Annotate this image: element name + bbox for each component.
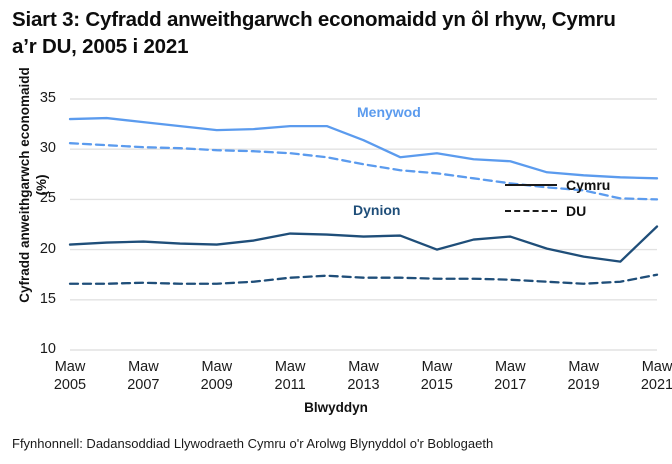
legend-line-swatch-icon: [505, 205, 557, 217]
line-chart-svg: [68, 98, 659, 351]
x-tick-2015: Maw 2015: [402, 358, 472, 394]
x-tick-month: Maw: [54, 359, 86, 375]
chart-plot-area: Cyfradd anweithgarwch economaidd (%) 10 1…: [0, 67, 672, 372]
legend-label: Cymru: [566, 177, 611, 193]
x-tick-2011: Maw 2011: [255, 358, 325, 394]
x-tick-year: 2021: [640, 377, 672, 393]
y-tick-20: 20: [39, 240, 56, 257]
x-tick-year: 2013: [347, 377, 380, 393]
x-tick-2017: Maw 2017: [475, 358, 545, 394]
x-tick-month: Maw: [494, 359, 526, 375]
x-tick-2013: Maw 2013: [329, 358, 399, 394]
y-tick-10: 10: [39, 341, 56, 357]
legend-item-du[interactable]: DU: [505, 198, 665, 224]
series-line-menywod-du: [68, 142, 659, 201]
x-tick-year: 2007: [127, 377, 160, 393]
x-tick-month: Maw: [641, 359, 672, 375]
x-tick-2021: Maw 2021: [622, 358, 672, 394]
legend-line-swatch-icon: [505, 179, 557, 191]
series-annotation-menywod: Menywod: [357, 104, 421, 120]
x-tick-year: 2015: [420, 377, 453, 393]
x-tick-year: 2009: [200, 377, 233, 393]
x-tick-month: Maw: [348, 359, 379, 375]
source-note: Ffynhonnell: Dadansoddiad Llywodraeth Cy…: [12, 436, 494, 451]
x-axis-title: Blwyddyn: [304, 400, 368, 415]
x-tick-2009: Maw 2009: [182, 358, 252, 394]
chart-legend: Cymru DU: [505, 172, 665, 224]
x-tick-month: Maw: [201, 359, 233, 375]
x-tick-year: 2017: [494, 377, 527, 393]
series-line-menywod-cymru: [68, 116, 659, 180]
x-tick-2007: Maw 2007: [108, 358, 178, 394]
x-tick-month: Maw: [128, 359, 159, 375]
series-line-dynion-du: [68, 273, 659, 285]
legend-label: DU: [566, 203, 587, 219]
y-tick-15: 15: [39, 290, 56, 307]
x-tick-year: 2019: [567, 377, 600, 393]
y-tick-35: 35: [39, 90, 56, 106]
x-tick-month: Maw: [421, 359, 453, 375]
x-tick-month: Maw: [568, 359, 599, 375]
series-line-dynion-cymru: [68, 225, 659, 263]
x-tick-year: 2005: [53, 377, 87, 393]
x-tick-month: Maw: [274, 359, 306, 375]
legend-item-cymru[interactable]: Cymru: [505, 172, 665, 198]
y-tick-25: 25: [39, 190, 56, 207]
x-tick-year: 2011: [274, 377, 306, 393]
y-tick-30: 30: [39, 140, 56, 157]
series-annotation-dynion: Dynion: [353, 202, 401, 218]
page-title: Siart 3: Cyfradd anweithgarwch economaid…: [12, 8, 616, 58]
x-tick-2005: Maw 2005: [35, 358, 105, 394]
x-tick-2019: Maw 2019: [549, 358, 619, 394]
